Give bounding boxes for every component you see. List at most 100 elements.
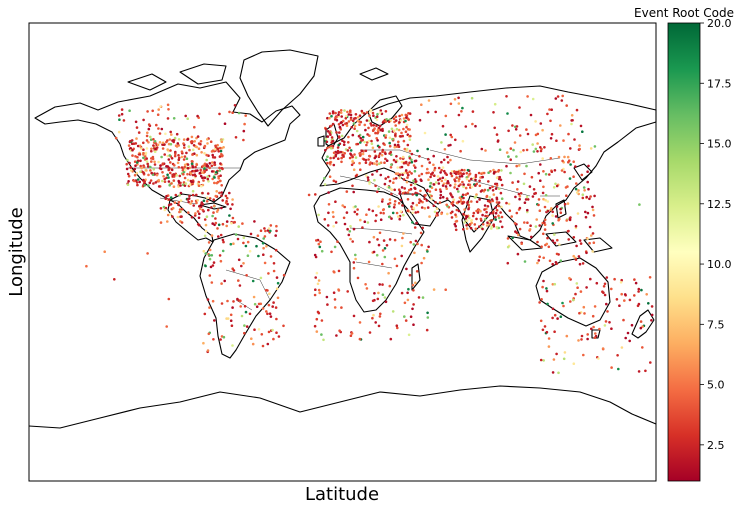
event-point: [334, 200, 337, 203]
event-point: [588, 241, 591, 245]
event-point: [208, 257, 212, 261]
event-point: [318, 291, 322, 295]
event-point: [221, 249, 225, 253]
border-6: [429, 149, 561, 165]
event-point: [537, 203, 540, 207]
event-point: [172, 175, 176, 178]
event-point: [189, 172, 193, 175]
event-point: [624, 336, 627, 340]
event-point: [354, 174, 358, 178]
event-point: [220, 206, 223, 210]
coastline-6: [199, 233, 291, 359]
event-point: [455, 170, 458, 174]
event-point: [242, 241, 245, 245]
event-point: [536, 142, 539, 145]
event-point: [204, 229, 208, 233]
event-point: [415, 193, 419, 197]
event-point: [591, 205, 594, 209]
event-point: [577, 339, 580, 342]
event-point: [368, 180, 371, 184]
event-point: [314, 255, 318, 259]
event-point: [465, 171, 469, 175]
event-point: [262, 246, 265, 250]
event-point: [239, 305, 242, 308]
event-point: [589, 195, 592, 198]
event-point: [391, 211, 395, 215]
event-point: [371, 146, 375, 150]
event-point: [169, 203, 173, 206]
event-point: [414, 211, 418, 214]
event-point: [619, 281, 623, 284]
event-point: [401, 155, 405, 159]
event-point: [593, 194, 596, 198]
event-point: [161, 179, 164, 183]
event-point: [206, 196, 209, 199]
event-point: [206, 192, 210, 195]
event-point: [545, 289, 549, 293]
event-point: [168, 184, 171, 187]
event-point: [377, 205, 380, 208]
event-point: [413, 251, 416, 255]
event-point: [565, 194, 568, 197]
event-point: [219, 162, 222, 165]
event-point: [330, 250, 333, 254]
event-point: [163, 208, 167, 212]
event-point: [349, 334, 353, 338]
event-point: [394, 177, 398, 180]
event-point: [200, 151, 203, 154]
event-point: [543, 146, 546, 149]
event-point: [391, 310, 395, 313]
event-point: [488, 223, 491, 226]
event-point: [152, 168, 156, 171]
event-point: [257, 328, 261, 331]
event-point: [234, 136, 238, 139]
event-point: [225, 196, 229, 200]
event-point: [357, 134, 361, 138]
event-point: [335, 131, 338, 134]
event-point: [332, 291, 336, 295]
event-point: [349, 113, 353, 117]
event-point: [196, 135, 200, 138]
event-point: [328, 161, 332, 164]
event-point: [186, 163, 190, 166]
event-point: [581, 262, 585, 265]
event-point: [356, 119, 360, 123]
event-point: [127, 174, 131, 178]
event-point: [541, 285, 544, 289]
event-point: [574, 292, 577, 296]
event-point: [225, 224, 228, 228]
event-point: [161, 162, 165, 165]
event-point: [384, 300, 388, 304]
event-point: [410, 205, 413, 208]
event-point: [174, 152, 177, 155]
event-point: [212, 211, 215, 214]
event-point: [372, 114, 375, 117]
colorbar-tick-label: 10.0: [707, 258, 732, 271]
event-point: [574, 165, 577, 168]
event-point: [320, 249, 324, 253]
event-point: [434, 188, 438, 191]
event-point: [364, 128, 367, 132]
event-point: [584, 215, 588, 219]
event-point: [272, 269, 276, 273]
event-point: [145, 147, 149, 150]
event-point: [373, 127, 376, 130]
event-point: [323, 183, 327, 186]
event-point: [393, 238, 397, 242]
event-point: [194, 165, 197, 169]
event-point: [314, 193, 317, 196]
event-point: [565, 219, 568, 222]
event-point: [214, 221, 218, 225]
event-point: [463, 208, 466, 211]
event-point: [513, 222, 517, 225]
event-point: [323, 218, 327, 221]
event-point: [326, 161, 329, 165]
event-point: [187, 211, 190, 214]
event-point: [192, 204, 195, 207]
event-point: [463, 168, 466, 172]
event-point: [416, 149, 419, 153]
event-point: [418, 155, 421, 158]
event-point: [215, 190, 218, 193]
event-point: [173, 136, 177, 140]
event-point: [275, 224, 278, 228]
